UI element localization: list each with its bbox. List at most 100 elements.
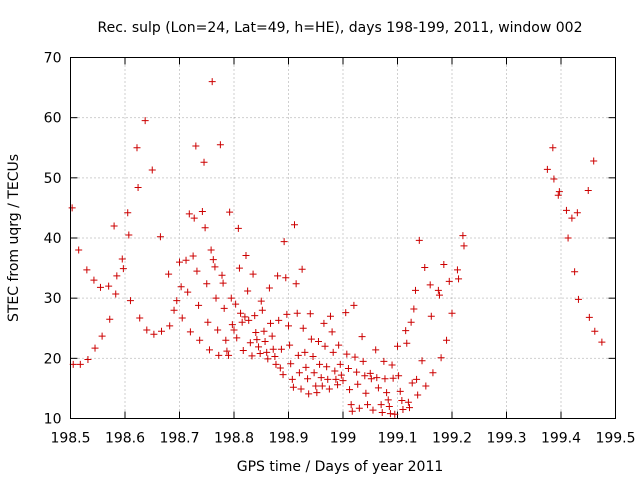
x-tick-label: 198.5 xyxy=(50,431,90,447)
data-point xyxy=(301,348,309,356)
data-point xyxy=(429,369,437,377)
data-point xyxy=(339,377,347,385)
data-point xyxy=(378,408,386,416)
data-point xyxy=(384,396,392,404)
data-point xyxy=(344,365,352,373)
data-point xyxy=(394,342,401,350)
data-point xyxy=(422,382,430,390)
x-tick-label: 199.5 xyxy=(595,431,635,447)
data-point xyxy=(413,375,421,383)
data-point xyxy=(186,328,194,336)
data-point xyxy=(238,318,246,326)
x-axis-title: GPS time / Days of year 2011 xyxy=(237,459,444,475)
y-axis-title: STEC from uqrg / TECUs xyxy=(6,154,22,322)
data-point xyxy=(381,375,389,383)
data-point xyxy=(277,345,285,353)
data-point xyxy=(158,327,166,335)
data-point xyxy=(434,286,442,294)
data-point xyxy=(367,375,375,383)
data-point xyxy=(598,338,606,346)
data-point xyxy=(234,224,242,232)
data-point xyxy=(361,372,369,380)
data-point xyxy=(276,364,284,372)
data-point xyxy=(386,410,394,418)
data-point xyxy=(564,234,572,242)
data-point xyxy=(388,361,396,369)
data-point xyxy=(351,353,359,361)
data-point xyxy=(265,284,273,292)
data-point xyxy=(585,313,593,321)
data-point xyxy=(260,327,268,335)
data-point xyxy=(269,345,277,353)
data-point xyxy=(189,252,197,260)
data-point xyxy=(372,346,380,354)
data-point xyxy=(190,214,198,222)
data-point xyxy=(312,382,320,390)
data-point xyxy=(289,383,297,391)
data-point xyxy=(404,398,412,406)
data-point xyxy=(373,374,381,382)
data-point xyxy=(549,144,557,152)
data-point xyxy=(418,357,426,365)
data-point xyxy=(426,281,434,289)
data-point xyxy=(285,322,292,330)
data-point xyxy=(437,354,445,362)
x-tick-label: 199.3 xyxy=(486,431,526,447)
data-point xyxy=(219,279,227,287)
data-point xyxy=(156,233,164,241)
data-point xyxy=(445,277,453,285)
data-point xyxy=(321,342,329,350)
data-point xyxy=(207,246,215,254)
data-point xyxy=(590,157,598,165)
data-point xyxy=(399,405,407,413)
data-point xyxy=(374,384,382,392)
data-point xyxy=(292,280,300,288)
y-tick-labels: 10 20 30 40 50 60 70 xyxy=(44,51,62,428)
data-point xyxy=(165,270,173,278)
data-point xyxy=(251,312,259,320)
data-point xyxy=(258,306,266,314)
data-point xyxy=(90,276,98,284)
data-point xyxy=(302,363,310,371)
data-point xyxy=(377,401,385,409)
data-point xyxy=(574,295,582,303)
data-point xyxy=(325,385,333,393)
data-point xyxy=(414,391,422,399)
data-point xyxy=(173,297,181,305)
y-tick-label: 60 xyxy=(44,111,62,127)
x-tick-label: 198.6 xyxy=(105,431,145,447)
data-point xyxy=(208,78,216,86)
data-point xyxy=(353,368,361,376)
data-point xyxy=(584,186,592,194)
data-point xyxy=(318,382,326,390)
x-tick-label: 198.8 xyxy=(214,431,254,447)
data-point xyxy=(326,312,334,320)
data-point xyxy=(198,208,206,216)
data-point xyxy=(201,224,209,232)
data-point xyxy=(84,356,92,364)
data-point xyxy=(143,326,151,334)
data-point xyxy=(403,339,411,347)
data-point xyxy=(453,266,461,274)
data-point xyxy=(245,316,253,324)
x-tick-label: 199.2 xyxy=(432,431,472,447)
data-point xyxy=(228,321,236,329)
data-points xyxy=(68,78,606,418)
data-point xyxy=(358,333,366,341)
data-point xyxy=(133,144,141,152)
data-point xyxy=(337,371,345,379)
data-point xyxy=(354,380,362,388)
data-point xyxy=(203,280,211,288)
x-tick-label: 199 xyxy=(330,431,357,447)
data-point xyxy=(294,351,302,359)
data-point xyxy=(286,341,294,349)
data-point xyxy=(141,117,149,125)
data-point xyxy=(335,341,343,349)
data-point xyxy=(267,319,275,327)
data-point xyxy=(170,306,178,314)
data-point xyxy=(283,310,291,318)
data-point xyxy=(362,389,370,397)
data-point xyxy=(410,305,418,313)
data-point xyxy=(355,404,363,412)
